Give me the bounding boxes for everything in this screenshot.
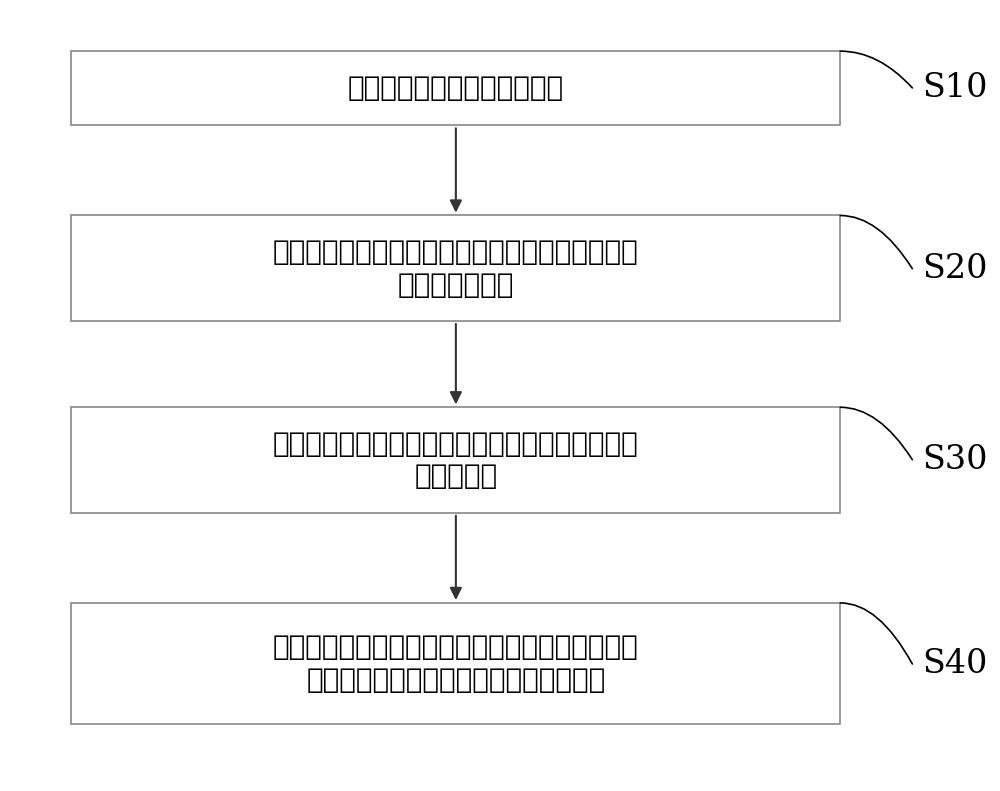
Text: S20: S20 bbox=[922, 252, 987, 285]
Text: 获取热力地图的原始矢量数据: 获取热力地图的原始矢量数据 bbox=[348, 74, 564, 102]
Bar bbox=[71, 215, 840, 321]
Text: S10: S10 bbox=[922, 72, 987, 104]
Bar bbox=[71, 603, 840, 725]
Bar bbox=[71, 51, 840, 126]
Text: 根据预设瓦片像素精度对所述矢量瓦片数据进行像
素聚合，以生成所述热力地图的缩编数据: 根据预设瓦片像素精度对所述矢量瓦片数据进行像 素聚合，以生成所述热力地图的缩编数… bbox=[273, 634, 639, 694]
Text: 对所述原始矢量数据进行网格存储格式转换，以获
取瓦片矢量数据: 对所述原始矢量数据进行网格存储格式转换，以获 取瓦片矢量数据 bbox=[273, 238, 639, 298]
Bar bbox=[71, 407, 840, 513]
Text: S40: S40 bbox=[922, 648, 987, 680]
Text: S30: S30 bbox=[922, 444, 987, 475]
Text: 对所述瓦片矢量数据进行瓦片坐标转换，以生成矢
量瓦片数据: 对所述瓦片矢量数据进行瓦片坐标转换，以生成矢 量瓦片数据 bbox=[273, 430, 639, 490]
